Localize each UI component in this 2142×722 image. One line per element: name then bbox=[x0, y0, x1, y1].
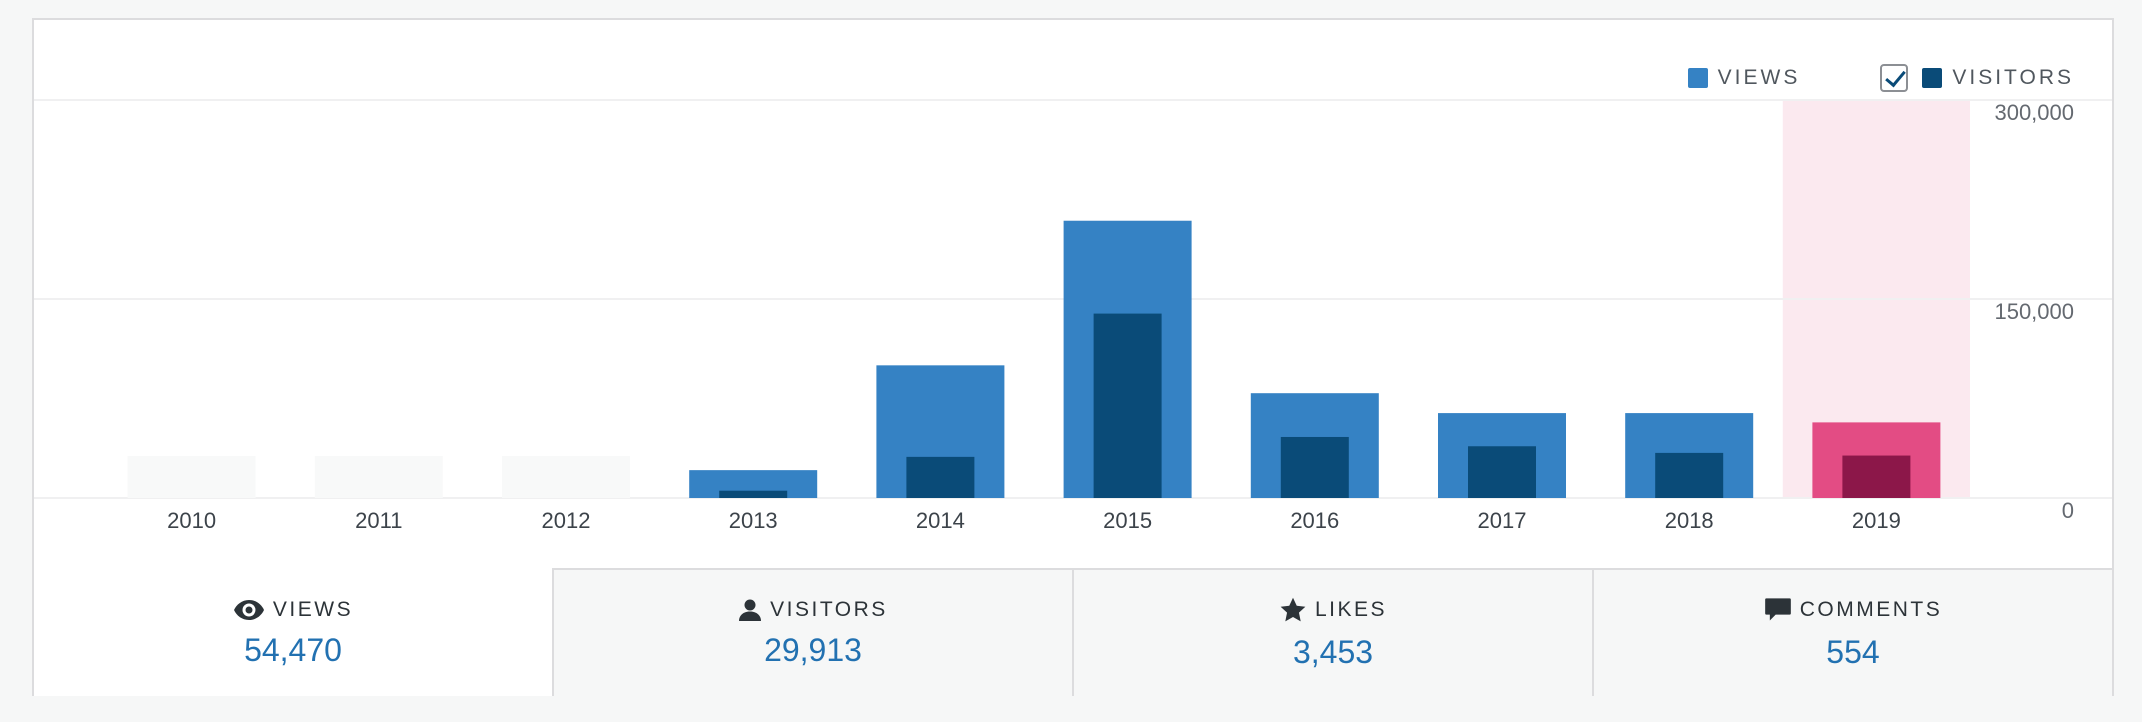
bar-visitors-2013 bbox=[719, 490, 788, 498]
tab-likes-value: 3,453 bbox=[1292, 633, 1374, 670]
bar-visitors-2019 bbox=[1842, 455, 1911, 498]
bar-visitors-2017 bbox=[1468, 446, 1536, 498]
x-tick-label: 2017 bbox=[1478, 508, 1527, 533]
x-tick-label: 2018 bbox=[1665, 508, 1714, 533]
eye-icon bbox=[233, 599, 265, 621]
y-tick-label: 300,000 bbox=[1994, 100, 2074, 125]
visitors-toggle-checkbox[interactable] bbox=[1880, 64, 1909, 92]
x-tick-label: 2010 bbox=[167, 508, 216, 533]
person-icon bbox=[738, 598, 762, 622]
legend-views-label: VIEWS bbox=[1717, 66, 1801, 89]
bar-visitors-2014 bbox=[906, 456, 975, 498]
y-tick-label: 150,000 bbox=[1994, 299, 2074, 324]
tab-views-value: 54,470 bbox=[244, 631, 342, 668]
bar-empty-2012 bbox=[502, 456, 630, 498]
tab-views-label: VIEWS bbox=[272, 597, 354, 621]
chart-legend: VIEWS VISITORS bbox=[1687, 48, 2074, 108]
bar-empty-2011 bbox=[314, 456, 443, 498]
tab-likes[interactable]: LIKES 3,453 bbox=[1072, 568, 1592, 696]
tab-comments[interactable]: COMMENTS 554 bbox=[1592, 568, 2112, 696]
y-tick-label: 0 bbox=[2062, 498, 2074, 523]
legend-item-visitors: VISITORS bbox=[1922, 66, 2074, 90]
visitors-swatch bbox=[1922, 68, 1943, 88]
tab-views-head: VIEWS bbox=[233, 598, 353, 622]
x-tick-label: 2011 bbox=[355, 508, 402, 533]
tab-likes-head: LIKES bbox=[1279, 596, 1387, 624]
tab-comments-label: COMMENTS bbox=[1799, 597, 1943, 621]
tab-visitors-head: VISITORS bbox=[738, 598, 888, 622]
x-tick-label: 2013 bbox=[729, 508, 778, 533]
tab-comments-head: COMMENTS bbox=[1764, 596, 1943, 624]
legend-visitors-label: VISITORS bbox=[1952, 66, 2074, 89]
bar-visitors-2015 bbox=[1093, 313, 1162, 498]
tab-visitors-value: 29,913 bbox=[764, 631, 862, 668]
x-tick-label: 2015 bbox=[1103, 508, 1152, 533]
tab-visitors-label: VISITORS bbox=[770, 597, 888, 621]
stats-tabs: VIEWS 54,470 VISITORS 29,913 LIKES 3,453 bbox=[34, 568, 2112, 696]
stats-card: VIEWS VISITORS 300,000 150,000 0 2010 2011 20… bbox=[32, 18, 2114, 696]
tab-likes-label: LIKES bbox=[1314, 597, 1388, 621]
x-tick-label: 2019 bbox=[1852, 508, 1901, 533]
comment-icon bbox=[1764, 596, 1792, 624]
tab-visitors[interactable]: VISITORS 29,913 bbox=[552, 568, 1072, 696]
bar-chart: 300,000 150,000 0 2010 2011 2012 2013 2014 2015 2… bbox=[34, 99, 2112, 533]
bar-empty-2010 bbox=[127, 456, 256, 498]
star-icon bbox=[1279, 596, 1307, 624]
x-tick-label: 2016 bbox=[1290, 508, 1339, 533]
views-swatch bbox=[1687, 68, 1708, 88]
bar-visitors-2018 bbox=[1655, 452, 1724, 498]
tab-views[interactable]: VIEWS 54,470 bbox=[34, 568, 552, 696]
x-tick-label: 2014 bbox=[916, 508, 965, 533]
legend-item-views: VIEWS bbox=[1687, 66, 1801, 90]
x-tick-label: 2012 bbox=[542, 508, 591, 533]
tab-comments-value: 554 bbox=[1826, 633, 1880, 670]
bar-visitors-2016 bbox=[1280, 436, 1349, 498]
